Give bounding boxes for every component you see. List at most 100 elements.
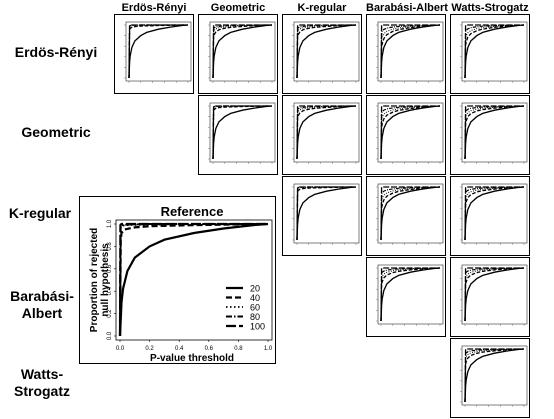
reference-y-tick-label: 0.4 — [107, 286, 113, 295]
mini-series-100 — [464, 267, 524, 322]
reference-plot-box — [115, 219, 273, 341]
mini-series-100 — [296, 105, 356, 160]
reference-x-tick-label: 0.4 — [175, 346, 184, 352]
mini-series-80 — [380, 267, 441, 322]
reference-ylabel-line-2: null hypothesis — [100, 243, 111, 317]
mini-chart — [376, 264, 444, 326]
mini-series-60 — [380, 24, 441, 79]
mini-series-40 — [296, 24, 357, 79]
mini-series-60 — [380, 267, 441, 322]
mini-series-40 — [212, 105, 273, 160]
plot-cell-3-3 — [366, 257, 446, 337]
mini-plot-box — [209, 21, 276, 82]
mini-series-40 — [464, 24, 525, 79]
mini-series-80 — [464, 267, 525, 322]
mini-series-20 — [380, 24, 441, 79]
mini-series-60 — [464, 267, 525, 322]
mini-series-60 — [212, 24, 273, 79]
mini-plot-box — [293, 21, 360, 82]
mini-series-100 — [464, 24, 524, 79]
mini-series-100 — [380, 24, 440, 79]
reference-x-tick-label: 0.0 — [116, 346, 125, 352]
mini-series-40 — [464, 348, 525, 403]
mini-series-40 — [380, 267, 441, 322]
mini-plot-box — [209, 102, 276, 163]
reference-series-60 — [119, 223, 268, 337]
plot-cell-0-2 — [282, 14, 362, 94]
reference-ylabel-line-1: Proportion of rejected — [89, 228, 100, 332]
row-header-line: Strogatz — [14, 383, 70, 399]
legend-label-100: 100 — [250, 322, 265, 332]
mini-series-100 — [380, 105, 440, 160]
row-header-k-regular: K-regular — [0, 205, 80, 222]
plot-cell-4-4 — [450, 338, 530, 418]
mini-series-80 — [464, 105, 525, 160]
mini-series-60 — [464, 24, 525, 79]
reference-y-tick-label: 0.6 — [107, 264, 113, 273]
mini-series-80 — [380, 24, 441, 79]
plot-cell-0-3 — [366, 14, 446, 94]
row-header-line: Watts- — [20, 366, 64, 382]
mini-series-20 — [128, 24, 189, 79]
mini-series-100 — [128, 24, 188, 79]
mini-series-60 — [212, 105, 272, 160]
row-header-erdos-renyi: Erdös-Rényi — [0, 44, 112, 61]
mini-series-40 — [212, 24, 273, 79]
mini-series-40 — [464, 186, 525, 241]
legend-label-40: 40 — [250, 293, 260, 303]
mini-plot-box — [293, 102, 360, 163]
mini-series-100 — [464, 186, 524, 241]
mini-series-20 — [296, 24, 357, 79]
mini-series-40 — [380, 105, 441, 160]
row-header-line: K-regular — [8, 205, 72, 221]
mini-series-20 — [464, 267, 525, 322]
mini-series-20 — [296, 105, 357, 160]
mini-chart — [460, 183, 528, 245]
mini-series-40 — [464, 105, 525, 160]
mini-plot-box — [125, 21, 192, 82]
row-header-geometric: Geometric — [0, 124, 112, 141]
mini-series-80 — [296, 105, 356, 160]
row-header-watts-strogatz: Watts- Strogatz — [0, 366, 84, 400]
mini-series-40 — [296, 186, 357, 241]
row-header-line: Barabási- — [10, 288, 74, 304]
mini-series-60 — [380, 186, 441, 241]
reference-y-tick-label: 1.0 — [107, 219, 113, 228]
mini-chart — [124, 21, 192, 83]
mini-plot-box — [377, 102, 444, 163]
mini-series-40 — [464, 267, 525, 322]
mini-series-100 — [380, 186, 440, 241]
mini-plot-box — [461, 345, 528, 406]
mini-series-60 — [296, 105, 357, 160]
mini-series-80 — [212, 24, 272, 79]
mini-plot-box — [377, 264, 444, 325]
mini-chart — [292, 102, 360, 164]
mini-series-100 — [464, 105, 524, 160]
reference-panel: Reference P-value threshold Proportion o… — [79, 196, 276, 364]
reference-title: Reference — [161, 204, 224, 219]
reference-series-20 — [118, 222, 269, 337]
mini-chart — [292, 183, 360, 245]
mini-series-80 — [128, 24, 188, 79]
mini-series-40 — [296, 105, 357, 160]
mini-series-40 — [380, 24, 441, 79]
mini-plot-box — [377, 183, 444, 244]
mini-chart — [376, 21, 444, 83]
plot-cell-1-1 — [198, 95, 278, 175]
mini-series-100 — [212, 105, 272, 160]
mini-plot-box — [377, 21, 444, 82]
mini-series-20 — [464, 348, 525, 403]
mini-series-100 — [380, 267, 440, 322]
column-header-geometric: Geometric — [210, 2, 266, 14]
column-header-k-regular: K-regular — [297, 2, 347, 14]
mini-plot-box — [293, 183, 360, 244]
mini-series-20 — [380, 186, 441, 241]
mini-series-60 — [464, 105, 525, 160]
mini-series-60 — [464, 348, 525, 403]
reference-x-tick-label: 0.6 — [205, 346, 214, 352]
mini-series-80 — [212, 105, 272, 160]
mini-series-80 — [464, 24, 525, 79]
mini-series-60 — [296, 186, 356, 241]
reference-x-tick-label: 1.0 — [264, 346, 273, 352]
mini-series-60 — [128, 24, 188, 79]
